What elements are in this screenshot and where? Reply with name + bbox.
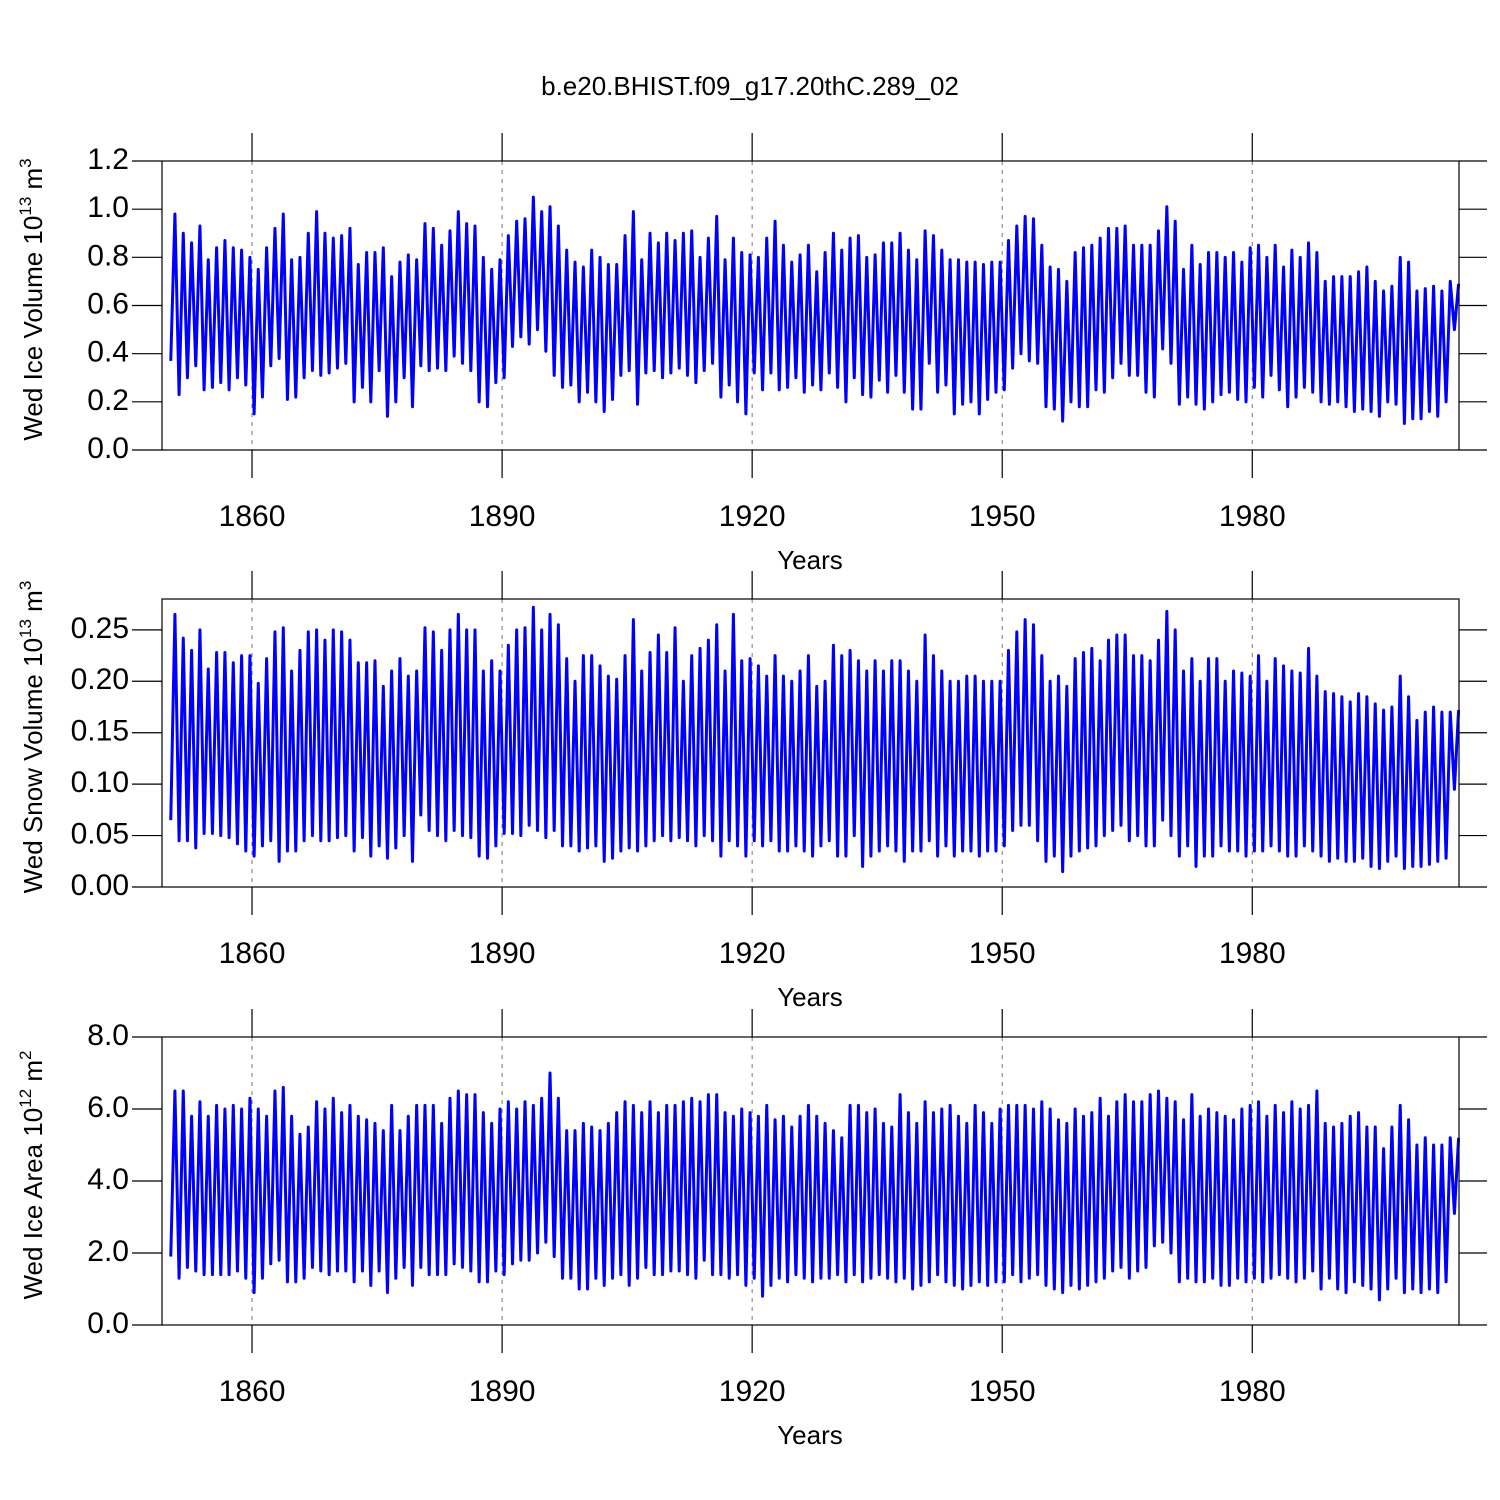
y-tick-label: 0.6 xyxy=(87,287,129,320)
y-tick-label: 0.20 xyxy=(71,663,129,696)
y-axis-label-part: m xyxy=(18,168,48,197)
x-tick-label: 1860 xyxy=(219,1375,286,1408)
panel: 1860 1890 1920 1950 1980 0.0 0.2 0.4 0.6 0.8 1.0 1.… xyxy=(16,133,1487,575)
y-tick-label: 0.0 xyxy=(87,1307,129,1340)
x-tick-label: 1920 xyxy=(719,500,786,533)
y-tick-label: 8.0 xyxy=(87,1019,129,1052)
x-axis-label: Years xyxy=(777,982,843,1012)
y-axis-label-part: m xyxy=(18,1060,48,1089)
y-tick-label: 0.15 xyxy=(71,715,129,748)
data-line xyxy=(169,605,1461,874)
y-axis-label-part: m xyxy=(18,590,48,619)
y-tick-label: 0.05 xyxy=(71,817,129,850)
x-tick-label: 1890 xyxy=(469,1375,536,1408)
x-tick-label: 1860 xyxy=(219,937,286,970)
x-tick-label: 1950 xyxy=(969,1375,1036,1408)
y-tick-label: 0.8 xyxy=(87,239,129,272)
y-tick-label: 0.4 xyxy=(87,336,129,369)
y-axis-label-part: Wed Ice Area 10 xyxy=(18,1108,48,1300)
y-axis-label: Wed Snow Volume 1013 m3 xyxy=(16,581,48,894)
y-axis-label-exponent: 2 xyxy=(16,1050,35,1059)
x-tick-label: 1890 xyxy=(469,500,536,533)
y-axis-label-part: Wed Ice Volume 10 xyxy=(18,216,48,441)
y-tick-label: 0.10 xyxy=(71,766,129,799)
y-axis-label: Wed Ice Area 1012 m2 xyxy=(16,1050,48,1299)
y-tick-label: 1.0 xyxy=(87,191,129,224)
y-tick-label: 6.0 xyxy=(87,1091,129,1124)
y-axis-label-exponent: 3 xyxy=(16,158,35,167)
x-tick-label: 1950 xyxy=(969,937,1036,970)
x-tick-label: 1920 xyxy=(719,937,786,970)
y-axis-label-exponent: 13 xyxy=(16,619,35,638)
y-axis-label-exponent: 13 xyxy=(16,197,35,216)
y-axis-label-exponent: 3 xyxy=(16,581,35,590)
plot-frame xyxy=(161,1036,1460,1326)
x-tick-label: 1890 xyxy=(469,937,536,970)
data-line xyxy=(169,1071,1461,1302)
x-tick-label: 1980 xyxy=(1219,500,1286,533)
x-axis-label: Years xyxy=(777,545,843,575)
x-tick-label: 1860 xyxy=(219,500,286,533)
y-tick-label: 0.2 xyxy=(87,384,129,417)
figure-title: b.e20.BHIST.f09_g17.20thC.289_02 xyxy=(541,71,959,101)
x-tick-label: 1950 xyxy=(969,500,1036,533)
x-tick-label: 1980 xyxy=(1219,937,1286,970)
y-axis-label-exponent: 12 xyxy=(16,1089,35,1108)
panel: 1860 1890 1920 1950 1980 0.00 0.05 0.10 0.15 0.20… xyxy=(16,571,1487,1012)
panel: 1860 1890 1920 1950 1980 0.0 2.0 4.0 6.0 8.0 Years… xyxy=(16,1009,1487,1450)
y-tick-label: 4.0 xyxy=(87,1163,129,1196)
data-line xyxy=(169,195,1461,426)
x-tick-label: 1920 xyxy=(719,1375,786,1408)
y-tick-label: 0.0 xyxy=(87,432,129,465)
y-tick-label: 0.00 xyxy=(71,869,129,902)
x-axis-label: Years xyxy=(777,1420,843,1450)
y-axis-label-part: Wed Snow Volume 10 xyxy=(18,638,48,893)
plot-frame xyxy=(161,598,1460,888)
y-tick-label: 2.0 xyxy=(87,1235,129,1268)
x-tick-label: 1980 xyxy=(1219,1375,1286,1408)
y-axis-label: Wed Ice Volume 1013 m3 xyxy=(16,158,48,440)
y-tick-label: 1.2 xyxy=(87,143,129,176)
y-tick-label: 0.25 xyxy=(71,612,129,645)
plot-frame xyxy=(161,160,1460,451)
